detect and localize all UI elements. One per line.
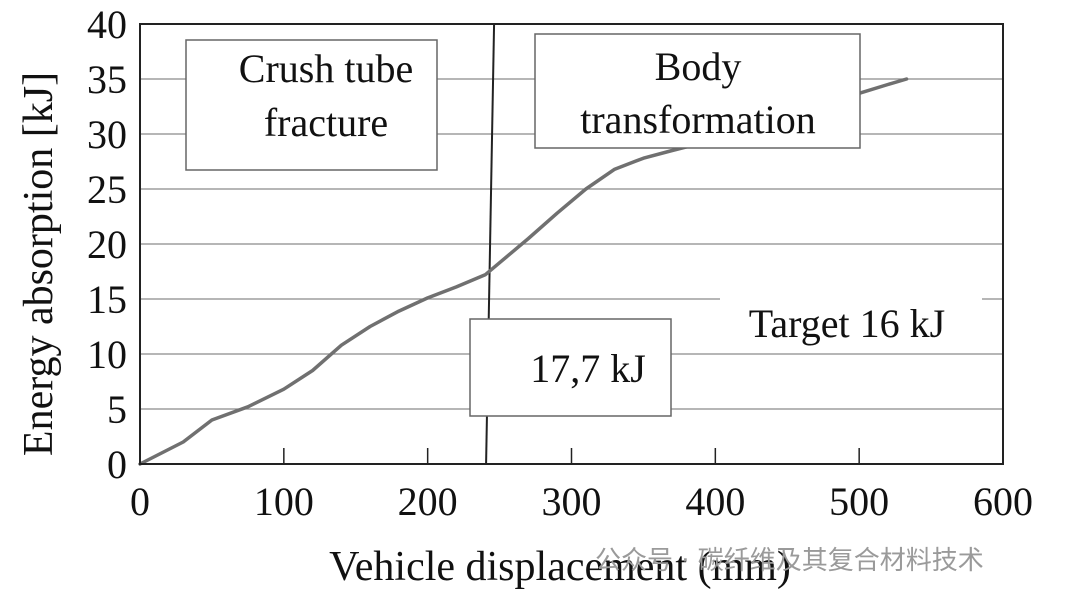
y-tick-label: 5 — [107, 387, 127, 432]
x-tick-label: 300 — [542, 479, 602, 524]
annotation-box-crush — [185, 39, 438, 171]
y-tick-label: 25 — [87, 167, 127, 212]
x-tick-label: 400 — [685, 479, 745, 524]
annotation-background — [720, 294, 982, 352]
annotation-text-crush: fracture — [264, 100, 388, 145]
y-tick-label: 15 — [87, 277, 127, 322]
annotation-text-body: Body — [655, 44, 742, 89]
annotation-box-body — [534, 33, 861, 149]
y-tick-labels: 0 5 10 15 20 25 30 35 40 — [87, 2, 127, 487]
y-tick-label: 40 — [87, 2, 127, 47]
annotations: Crush tube fracture Body transformation 17,7… — [185, 33, 982, 417]
x-tick-label: 200 — [398, 479, 458, 524]
annotation-box-value — [469, 318, 672, 417]
y-tick-label: 0 — [107, 442, 127, 487]
y-axis-title: Energy absorption [kJ] — [16, 72, 62, 456]
annotation-text-body: transformation — [580, 97, 816, 142]
y-tick-label: 10 — [87, 332, 127, 377]
x-tick-label: 500 — [829, 479, 889, 524]
watermark-text: 公众号 · 碳纤维及其复合材料技术 — [595, 546, 984, 576]
x-axis-title: Vehicle displacement (mm) — [329, 544, 791, 590]
y-tick-label: 35 — [87, 57, 127, 102]
x-tick-label: 0 — [130, 479, 150, 524]
y-tick-label: 30 — [87, 112, 127, 157]
x-tick-label: 600 — [973, 479, 1033, 524]
y-tick-label: 20 — [87, 222, 127, 267]
annotation-text-target: Target 16 kJ — [749, 301, 945, 346]
annotation-text-crush: Crush tube — [239, 46, 413, 91]
annotation-text-value: 17,7 kJ — [530, 346, 646, 391]
x-tick-label: 100 — [254, 479, 314, 524]
x-tick-labels: 0 100 200 300 400 500 600 — [130, 448, 1033, 524]
